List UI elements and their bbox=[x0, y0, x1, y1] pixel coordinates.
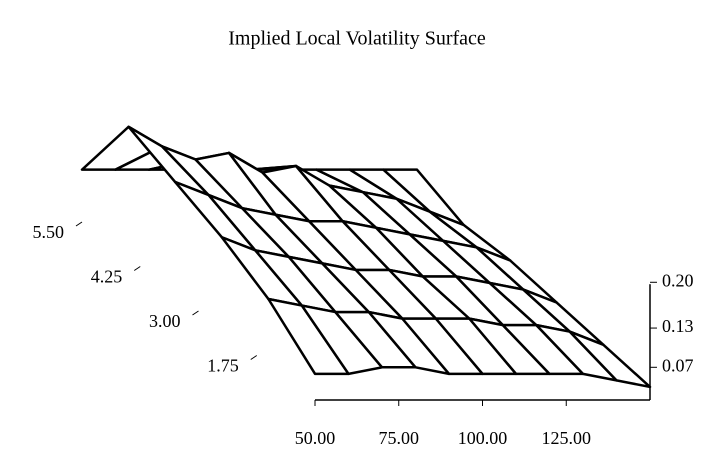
z-tick-label: 0.20 bbox=[662, 270, 694, 290]
z-tick-label: 0.07 bbox=[662, 355, 694, 375]
y-tick bbox=[192, 310, 199, 316]
y-tick-label: 1.75 bbox=[207, 356, 239, 376]
x-tick-label: 50.00 bbox=[295, 428, 336, 448]
y-tick-label: 5.50 bbox=[33, 222, 65, 242]
y-tick bbox=[133, 266, 141, 271]
z-tick-label: 0.13 bbox=[662, 316, 694, 336]
x-tick-label: 125.00 bbox=[542, 428, 592, 448]
y-tick-label: 3.00 bbox=[149, 311, 181, 331]
x-tick-label: 100.00 bbox=[458, 428, 508, 448]
chart-title: Implied Local Volatility Surface bbox=[228, 28, 486, 50]
x-tick-label: 75.00 bbox=[379, 428, 420, 448]
y-tick-label: 4.25 bbox=[91, 267, 123, 287]
y-tick bbox=[75, 221, 83, 227]
surface-cell bbox=[568, 330, 652, 389]
y-tick bbox=[250, 355, 258, 360]
